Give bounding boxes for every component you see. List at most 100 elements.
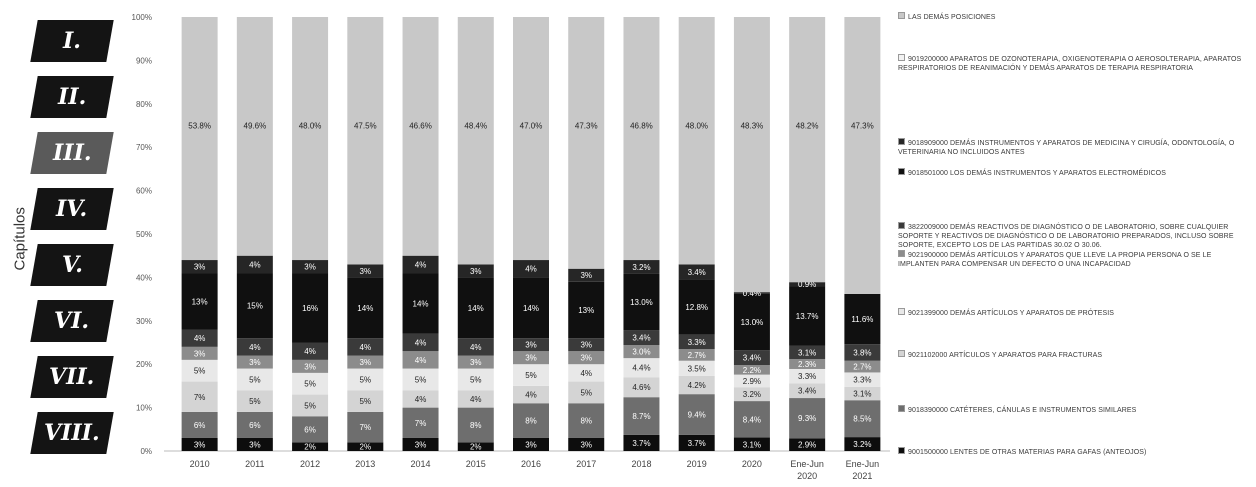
data-label: 4% (525, 391, 537, 400)
data-label: 2% (360, 443, 372, 452)
data-label: 3% (194, 349, 206, 358)
bar-segment (181, 437, 218, 451)
bar-segment (457, 338, 494, 356)
data-label: 3.3% (853, 376, 871, 385)
bar-segment (347, 355, 384, 369)
data-label: 7% (415, 419, 427, 428)
data-label: 3.4% (688, 268, 706, 277)
bar-segment (733, 350, 770, 366)
bar-segment (292, 273, 329, 343)
x-tick-label: 2015 (466, 459, 486, 469)
legend-entry: 9018909000 DEMÁS INSTRUMENTOS Y APARATOS… (898, 138, 1248, 157)
bar-segment (733, 374, 770, 388)
bar-segment (236, 390, 273, 412)
chapter-badge-label: V. (61, 252, 83, 278)
bar-segment (789, 286, 826, 346)
data-label: 8% (525, 417, 537, 426)
data-label: 3.7% (688, 439, 706, 448)
data-label: 4% (304, 347, 316, 356)
data-label: 3% (525, 354, 537, 363)
data-label: 6% (304, 425, 316, 434)
chapter-badge-label: III. (52, 140, 92, 166)
data-label: 3.4% (798, 387, 816, 396)
bar-segment (347, 442, 384, 451)
bar-segment (623, 345, 660, 359)
data-label: 4% (194, 334, 206, 343)
bar-segment (844, 293, 881, 345)
data-label: 3.2% (853, 440, 871, 449)
bar-segment (789, 17, 826, 283)
bar-segment (181, 260, 218, 274)
data-label: 5% (304, 401, 316, 410)
bar-segment (347, 17, 384, 265)
bar-segment (678, 360, 715, 376)
x-tick-label: 2013 (355, 459, 375, 469)
chapter-badge: VII. (30, 356, 114, 398)
legend-label: 9021399000 DEMÁS ARTÍCULOS Y APARATOS DE… (908, 310, 1115, 317)
data-label: 7% (360, 423, 372, 432)
legend-label: 9018501000 LOS DEMÁS INSTRUMENTOS Y APAR… (908, 170, 1166, 177)
data-label: 13.0% (741, 318, 764, 327)
legend-swatch (898, 168, 905, 175)
bar-segment (236, 273, 273, 339)
y-tick-label: 10% (136, 404, 152, 413)
bar-segment (568, 351, 605, 365)
bar-segment (402, 255, 439, 274)
data-label: 8.4% (743, 415, 761, 424)
bar-segment (181, 381, 218, 412)
data-label: 14% (413, 299, 429, 308)
x-tick-label: 2020 (742, 459, 762, 469)
data-label: 5% (249, 397, 261, 406)
y-tick-label: 40% (136, 273, 152, 282)
data-label: 13% (578, 306, 594, 315)
x-tick-label: 2012 (300, 459, 320, 469)
data-label: 4.4% (632, 364, 650, 373)
legend-swatch (898, 222, 905, 229)
x-tick-label: Ene-Jun (790, 459, 824, 469)
bar-segment (513, 403, 549, 438)
bar-segment (678, 434, 715, 451)
bar-segment (236, 355, 273, 369)
data-label: 8% (470, 421, 482, 430)
legend-label: 9019200000 APARATOS DE OZONOTERAPIA, OXI… (898, 56, 1242, 72)
bar-segment (181, 329, 218, 347)
data-label: 2% (470, 443, 482, 452)
bar-segment (678, 279, 715, 335)
data-label: 3.4% (632, 334, 650, 343)
data-label: 3.2% (632, 263, 650, 272)
bar-segment (236, 437, 273, 451)
bar-segment (568, 364, 605, 382)
bar-segment (457, 277, 494, 339)
data-label: 48.0% (299, 122, 322, 131)
data-label: 5% (580, 388, 592, 397)
bar-segment (568, 437, 605, 451)
data-label: 4% (415, 395, 427, 404)
x-tick-label: 2010 (190, 459, 210, 469)
data-label: 4% (415, 339, 427, 348)
chapter-badge: II. (30, 76, 114, 118)
chapter-badge: V. (30, 244, 114, 286)
data-label: 3.1% (743, 440, 761, 449)
data-label: 16% (302, 304, 318, 313)
data-label: 3.1% (798, 348, 816, 357)
data-label: 5% (194, 367, 206, 376)
data-label: 7% (194, 393, 206, 402)
data-label: 46.6% (409, 122, 432, 131)
legend-swatch (898, 308, 905, 315)
data-label: 5% (304, 380, 316, 389)
x-tick-label: 2016 (521, 459, 541, 469)
data-label: 0.9% (798, 280, 816, 289)
data-label: 3.4% (743, 354, 761, 363)
bar-segment (623, 397, 660, 435)
bar-segment (513, 351, 549, 365)
data-label: 5% (415, 375, 427, 384)
data-label: 3% (525, 440, 537, 449)
bar-segment (733, 365, 770, 375)
bar-segment (678, 394, 715, 435)
chapter-badge-label: II. (57, 84, 87, 110)
data-label: 3% (415, 440, 427, 449)
bar-segment (236, 338, 273, 356)
bar-segment (292, 260, 329, 274)
bar-segment (402, 390, 439, 408)
data-label: 5% (360, 397, 372, 406)
